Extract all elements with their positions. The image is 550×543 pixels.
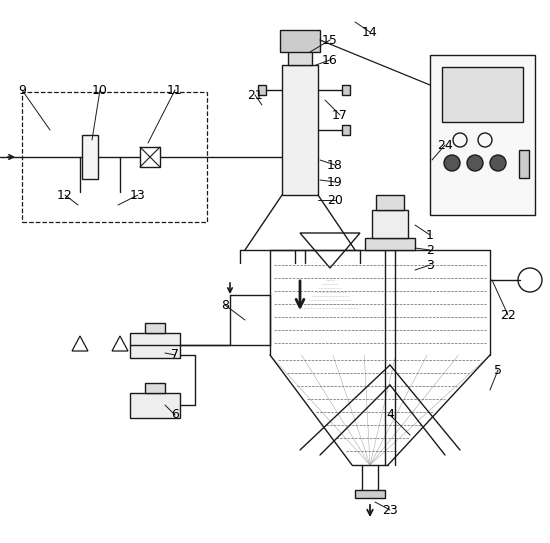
- Text: 5: 5: [494, 363, 502, 376]
- Bar: [145, 323, 165, 333]
- Text: 18: 18: [327, 159, 343, 172]
- Text: 2: 2: [426, 243, 434, 256]
- Bar: [282, 65, 318, 195]
- Bar: [280, 30, 320, 52]
- Bar: [258, 85, 266, 95]
- Text: 11: 11: [167, 84, 183, 97]
- Text: 10: 10: [92, 84, 108, 97]
- Text: 15: 15: [322, 34, 338, 47]
- Text: 23: 23: [382, 503, 398, 516]
- Text: 13: 13: [130, 188, 146, 201]
- Text: 3: 3: [426, 258, 434, 272]
- Circle shape: [490, 155, 506, 171]
- Text: 16: 16: [322, 54, 338, 66]
- Bar: [140, 147, 160, 167]
- Text: 19: 19: [327, 175, 343, 188]
- Text: 14: 14: [362, 26, 378, 39]
- Text: 20: 20: [327, 193, 343, 206]
- Bar: [145, 383, 165, 393]
- Circle shape: [467, 155, 483, 171]
- Bar: [442, 67, 523, 122]
- Bar: [365, 238, 415, 250]
- Text: 4: 4: [386, 408, 394, 421]
- Bar: [288, 50, 312, 65]
- Text: 6: 6: [171, 408, 179, 421]
- Text: 1: 1: [426, 229, 434, 242]
- Text: 8: 8: [221, 299, 229, 312]
- Bar: [22, 92, 207, 222]
- Bar: [130, 333, 180, 358]
- Text: 22: 22: [500, 308, 516, 321]
- Bar: [342, 125, 350, 135]
- Text: 21: 21: [247, 89, 263, 102]
- Bar: [372, 210, 408, 238]
- Bar: [82, 135, 98, 179]
- Bar: [519, 150, 529, 178]
- Bar: [355, 490, 385, 498]
- Text: 7: 7: [171, 349, 179, 362]
- Text: 24: 24: [437, 138, 453, 151]
- Bar: [130, 393, 180, 418]
- Bar: [430, 55, 535, 215]
- Text: 12: 12: [57, 188, 73, 201]
- Text: 17: 17: [332, 109, 348, 122]
- Bar: [376, 195, 404, 210]
- Text: 9: 9: [18, 84, 26, 97]
- Circle shape: [444, 155, 460, 171]
- Bar: [342, 85, 350, 95]
